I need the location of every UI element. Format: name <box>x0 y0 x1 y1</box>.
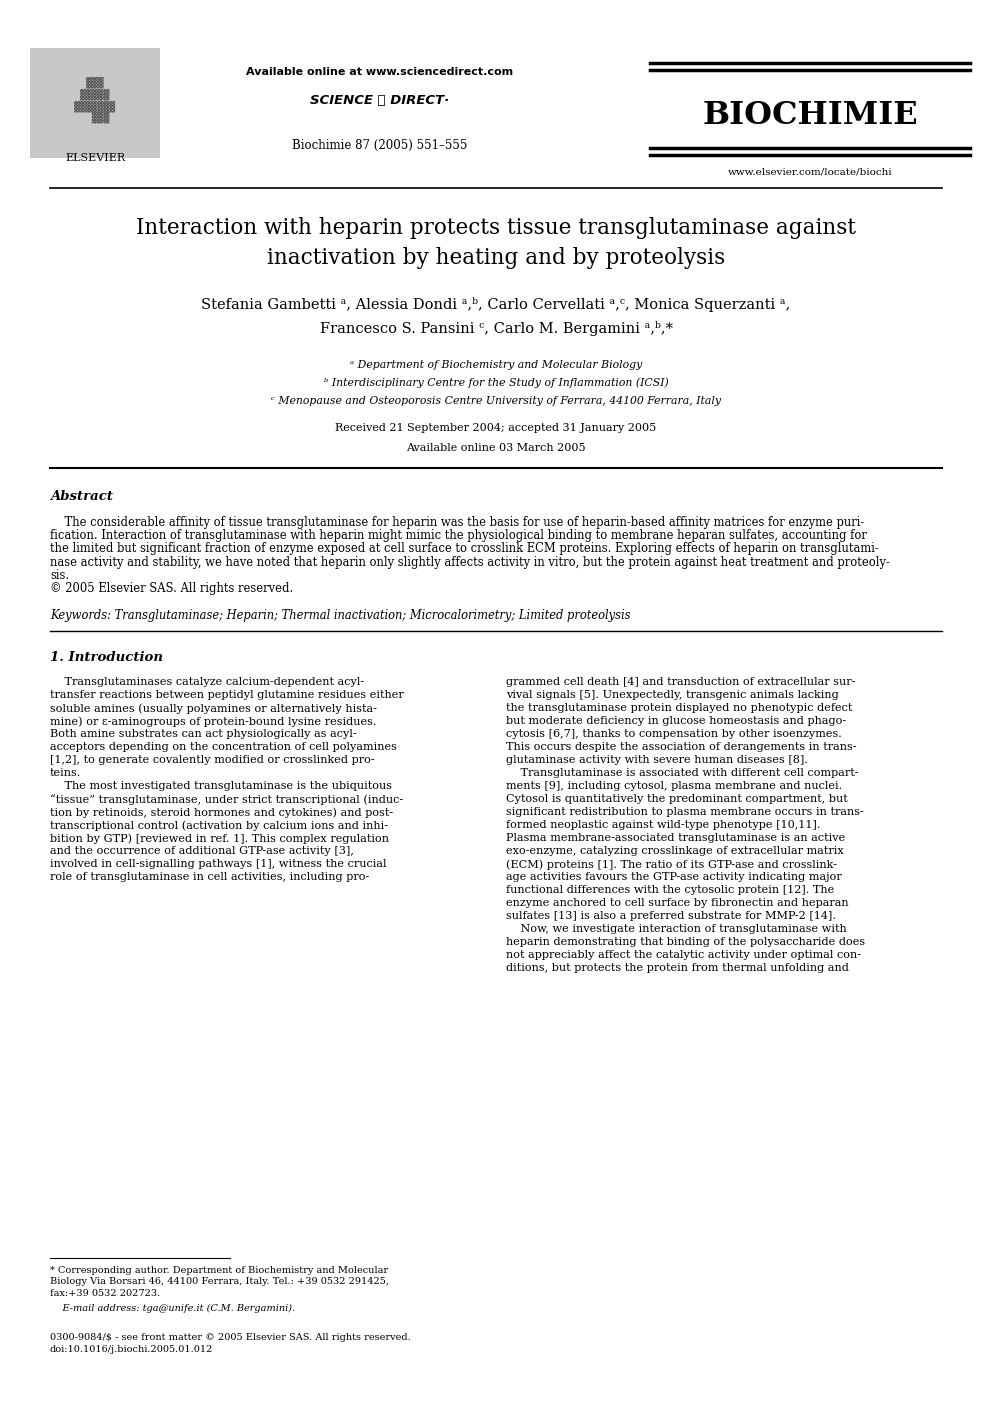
Text: * Corresponding author. Department of Biochemistry and Molecular: * Corresponding author. Department of Bi… <box>50 1266 388 1275</box>
Text: transcriptional control (activation by calcium ions and inhi-: transcriptional control (activation by c… <box>50 821 388 831</box>
Text: 0300-9084/$ - see front matter © 2005 Elsevier SAS. All rights reserved.: 0300-9084/$ - see front matter © 2005 El… <box>50 1333 411 1343</box>
Text: ᵃ Department of Biochemistry and Molecular Biology: ᵃ Department of Biochemistry and Molecul… <box>350 361 642 370</box>
Text: www.elsevier.com/locate/biochi: www.elsevier.com/locate/biochi <box>728 167 893 177</box>
Text: Interaction with heparin protects tissue transglutaminase against: Interaction with heparin protects tissue… <box>136 217 856 239</box>
Text: mine) or ε-aminogroups of protein-bound lysine residues.: mine) or ε-aminogroups of protein-bound … <box>50 716 376 727</box>
Text: BIOCHIMIE: BIOCHIMIE <box>702 100 918 130</box>
Text: E-mail address: tga@unife.it (C.M. Bergamini).: E-mail address: tga@unife.it (C.M. Berga… <box>50 1303 296 1313</box>
Text: Plasma membrane-associated transglutaminase is an active: Plasma membrane-associated transglutamin… <box>506 833 845 843</box>
Text: ditions, but protects the protein from thermal unfolding and: ditions, but protects the protein from t… <box>506 964 849 974</box>
Text: fication. Interaction of transglutaminase with heparin might mimic the physiolog: fication. Interaction of transglutaminas… <box>50 529 867 542</box>
Text: heparin demonstrating that binding of the polysaccharide does: heparin demonstrating that binding of th… <box>506 937 865 947</box>
Text: [1,2], to generate covalently modified or crosslinked pro-: [1,2], to generate covalently modified o… <box>50 755 375 765</box>
Text: tion by retinoids, steroid hormones and cytokines) and post-: tion by retinoids, steroid hormones and … <box>50 807 393 818</box>
Text: Transglutaminase is associated with different cell compart-: Transglutaminase is associated with diff… <box>506 769 858 779</box>
Text: age activities favours the GTP-ase activity indicating major: age activities favours the GTP-ase activ… <box>506 873 842 882</box>
Text: Both amine substrates can act physiologically as acyl-: Both amine substrates can act physiologi… <box>50 730 357 739</box>
Text: vival signals [5]. Unexpectedly, transgenic animals lacking: vival signals [5]. Unexpectedly, transge… <box>506 690 839 700</box>
Text: grammed cell death [4] and transduction of extracellular sur-: grammed cell death [4] and transduction … <box>506 678 855 687</box>
Text: Francesco S. Pansini ᶜ, Carlo M. Bergamini ᵃ,ᵇ,*: Francesco S. Pansini ᶜ, Carlo M. Bergami… <box>319 320 673 335</box>
Text: Cytosol is quantitatively the predominant compartment, but: Cytosol is quantitatively the predominan… <box>506 794 848 804</box>
Text: ᵇ Interdisciplinary Centre for the Study of Inflammation (ICSI): ᵇ Interdisciplinary Centre for the Study… <box>323 377 669 389</box>
Text: and the occurrence of additional GTP-ase activity [3],: and the occurrence of additional GTP-ase… <box>50 846 354 856</box>
Text: (ECM) proteins [1]. The ratio of its GTP-ase and crosslink-: (ECM) proteins [1]. The ratio of its GTP… <box>506 859 837 870</box>
Text: the limited but significant fraction of enzyme exposed at cell surface to crossl: the limited but significant fraction of … <box>50 543 879 556</box>
Text: The considerable affinity of tissue transglutaminase for heparin was the basis f: The considerable affinity of tissue tran… <box>50 516 864 529</box>
Text: Biology Via Borsari 46, 44100 Ferrara, Italy. Tel.: +39 0532 291425,: Biology Via Borsari 46, 44100 Ferrara, I… <box>50 1278 389 1287</box>
Text: significant redistribution to plasma membrane occurs in trans-: significant redistribution to plasma mem… <box>506 807 864 817</box>
Text: fax:+39 0532 202723.: fax:+39 0532 202723. <box>50 1289 161 1298</box>
Text: Biochimie 87 (2005) 551–555: Biochimie 87 (2005) 551–555 <box>293 139 467 152</box>
Text: role of transglutaminase in cell activities, including pro-: role of transglutaminase in cell activit… <box>50 873 369 882</box>
Text: ᶜ Menopause and Osteoporosis Centre University of Ferrara, 44100 Ferrara, Italy: ᶜ Menopause and Osteoporosis Centre Univ… <box>271 396 721 405</box>
Text: nase activity and stability, we have noted that heparin only slightly affects ac: nase activity and stability, we have not… <box>50 556 890 568</box>
Text: sis.: sis. <box>50 568 69 582</box>
Text: The most investigated transglutaminase is the ubiquitous: The most investigated transglutaminase i… <box>50 781 392 791</box>
Text: glutaminase activity with severe human diseases [8].: glutaminase activity with severe human d… <box>506 755 807 765</box>
Text: Abstract: Abstract <box>50 490 113 504</box>
Text: exo-enzyme, catalyzing crosslinkage of extracellular matrix: exo-enzyme, catalyzing crosslinkage of e… <box>506 846 844 856</box>
Text: This occurs despite the association of derangements in trans-: This occurs despite the association of d… <box>506 742 856 752</box>
Text: bition by GTP) [reviewed in ref. 1]. This complex regulation: bition by GTP) [reviewed in ref. 1]. Thi… <box>50 833 389 843</box>
FancyBboxPatch shape <box>30 48 160 159</box>
Text: 1. Introduction: 1. Introduction <box>50 651 163 664</box>
Text: cytosis [6,7], thanks to compensation by other isoenzymes.: cytosis [6,7], thanks to compensation by… <box>506 730 842 739</box>
Text: formed neoplastic against wild-type phenotype [10,11].: formed neoplastic against wild-type phen… <box>506 821 820 831</box>
Text: soluble amines (usually polyamines or alternatively hista-: soluble amines (usually polyamines or al… <box>50 703 377 714</box>
Text: ments [9], including cytosol, plasma membrane and nuclei.: ments [9], including cytosol, plasma mem… <box>506 781 842 791</box>
Text: ELSEVIER: ELSEVIER <box>64 153 125 163</box>
Text: functional differences with the cytosolic protein [12]. The: functional differences with the cytosoli… <box>506 885 834 895</box>
Text: “tissue” transglutaminase, under strict transcriptional (induc-: “tissue” transglutaminase, under strict … <box>50 794 403 805</box>
Text: acceptors depending on the concentration of cell polyamines: acceptors depending on the concentration… <box>50 742 397 752</box>
Text: ▓▓▓
▓▓▓▓▓
▓▓▓▓▓▓▓
  ▓▓▓: ▓▓▓ ▓▓▓▓▓ ▓▓▓▓▓▓▓ ▓▓▓ <box>74 77 115 123</box>
Text: but moderate deficiency in glucose homeostasis and phago-: but moderate deficiency in glucose homeo… <box>506 716 846 727</box>
Text: involved in cell-signalling pathways [1], witness the crucial: involved in cell-signalling pathways [1]… <box>50 859 387 870</box>
Text: Now, we investigate interaction of transglutaminase with: Now, we investigate interaction of trans… <box>506 925 847 934</box>
Text: Keywords: Transglutaminase; Heparin; Thermal inactivation; Microcalorimetry; Lim: Keywords: Transglutaminase; Heparin; The… <box>50 609 631 622</box>
Text: transfer reactions between peptidyl glutamine residues either: transfer reactions between peptidyl glut… <box>50 690 404 700</box>
Text: enzyme anchored to cell surface by fibronectin and heparan: enzyme anchored to cell surface by fibro… <box>506 898 848 908</box>
Text: Available online 03 March 2005: Available online 03 March 2005 <box>406 443 586 453</box>
Text: Transglutaminases catalyze calcium-dependent acyl-: Transglutaminases catalyze calcium-depen… <box>50 678 364 687</box>
Text: teins.: teins. <box>50 769 81 779</box>
Text: sulfates [13] is also a preferred substrate for MMP-2 [14].: sulfates [13] is also a preferred substr… <box>506 911 836 922</box>
Text: Available online at www.sciencedirect.com: Available online at www.sciencedirect.co… <box>246 67 514 77</box>
Text: inactivation by heating and by proteolysis: inactivation by heating and by proteolys… <box>267 247 725 269</box>
Text: doi:10.1016/j.biochi.2005.01.012: doi:10.1016/j.biochi.2005.01.012 <box>50 1344 213 1354</box>
Text: © 2005 Elsevier SAS. All rights reserved.: © 2005 Elsevier SAS. All rights reserved… <box>50 582 294 595</box>
Text: the transglutaminase protein displayed no phenotypic defect: the transglutaminase protein displayed n… <box>506 703 852 713</box>
Text: Stefania Gambetti ᵃ, Alessia Dondi ᵃ,ᵇ, Carlo Cervellati ᵃ,ᶜ, Monica Squerzanti : Stefania Gambetti ᵃ, Alessia Dondi ᵃ,ᵇ, … <box>201 297 791 313</box>
Text: not appreciably affect the catalytic activity under optimal con-: not appreciably affect the catalytic act… <box>506 950 861 960</box>
Text: Received 21 September 2004; accepted 31 January 2005: Received 21 September 2004; accepted 31 … <box>335 422 657 434</box>
Text: SCIENCE ⓐ DIRECT·: SCIENCE ⓐ DIRECT· <box>310 94 449 107</box>
